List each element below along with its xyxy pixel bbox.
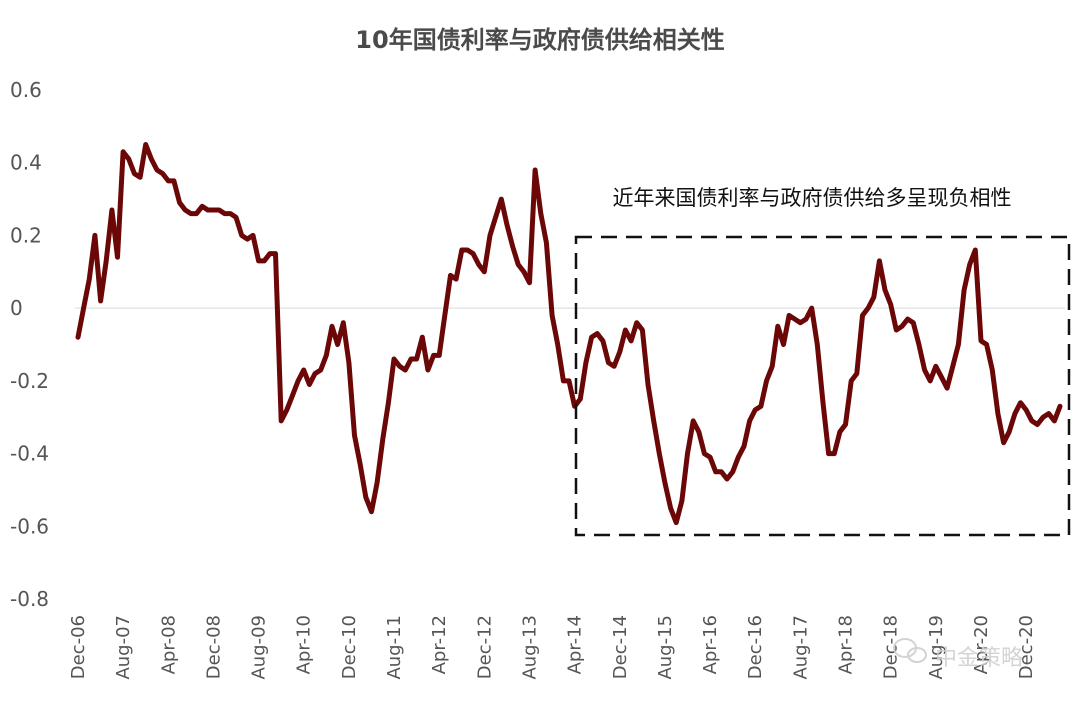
x-tick-label: Apr-10 xyxy=(294,615,315,674)
x-tick-label: Aug-15 xyxy=(655,615,676,680)
x-tick-label: Dec-20 xyxy=(1016,615,1037,679)
y-tick-label: 0.2 xyxy=(10,223,42,247)
x-tick-label: Aug-09 xyxy=(249,615,270,680)
x-tick-label: Dec-10 xyxy=(339,615,360,679)
x-tick-label: Dec-18 xyxy=(881,615,902,679)
watermark: 中金策略 xyxy=(893,638,1023,671)
x-tick-label: Apr-12 xyxy=(429,615,450,674)
series-line xyxy=(75,142,1063,526)
chart-title: 10年国债利率与政府债供给相关性 xyxy=(355,26,724,54)
x-tick-label: Aug-13 xyxy=(519,615,540,680)
wechat-icon xyxy=(893,638,927,663)
series-layer xyxy=(75,142,1063,526)
x-tick-label: Dec-12 xyxy=(474,615,495,679)
x-tick-label: Apr-18 xyxy=(836,615,857,674)
y-axis: 0.6 0.4 0.2 0 -0.2 -0.4 -0.6 -0.8 xyxy=(10,78,49,611)
highlight-box xyxy=(574,235,1071,537)
x-tick-label: Dec-14 xyxy=(610,615,631,679)
x-tick-label: Aug-19 xyxy=(926,615,947,680)
x-tick-label: Aug-11 xyxy=(384,615,405,680)
y-tick-label: -0.4 xyxy=(10,442,49,466)
annotation-text: 近年来国债利率与政府债供给多呈现负相性 xyxy=(613,186,1012,210)
y-tick-label: -0.2 xyxy=(10,369,49,393)
x-tick-label: Apr-14 xyxy=(565,615,586,674)
watermark-text: 中金策略 xyxy=(935,646,1023,671)
x-tick-label: Dec-16 xyxy=(745,615,766,679)
x-tick-label: Apr-16 xyxy=(700,615,721,674)
x-tick-label: Dec-06 xyxy=(68,615,89,679)
y-tick-label: 0.4 xyxy=(10,151,42,175)
x-tick-label: Aug-07 xyxy=(113,615,134,680)
y-tick-label: 0 xyxy=(10,296,23,320)
x-tick-label: Aug-17 xyxy=(790,615,811,680)
x-axis: Dec-06 Aug-07 Apr-08 Dec-08 Aug-09 Apr-10 Dec-… xyxy=(68,615,1037,680)
y-tick-label: -0.6 xyxy=(10,514,49,538)
x-tick-label: Apr-08 xyxy=(158,615,179,674)
x-tick-label: Dec-08 xyxy=(203,615,224,679)
y-tick-label: 0.6 xyxy=(10,78,42,102)
y-tick-label: -0.8 xyxy=(10,587,49,611)
x-tick-label: Apr-20 xyxy=(971,615,992,674)
